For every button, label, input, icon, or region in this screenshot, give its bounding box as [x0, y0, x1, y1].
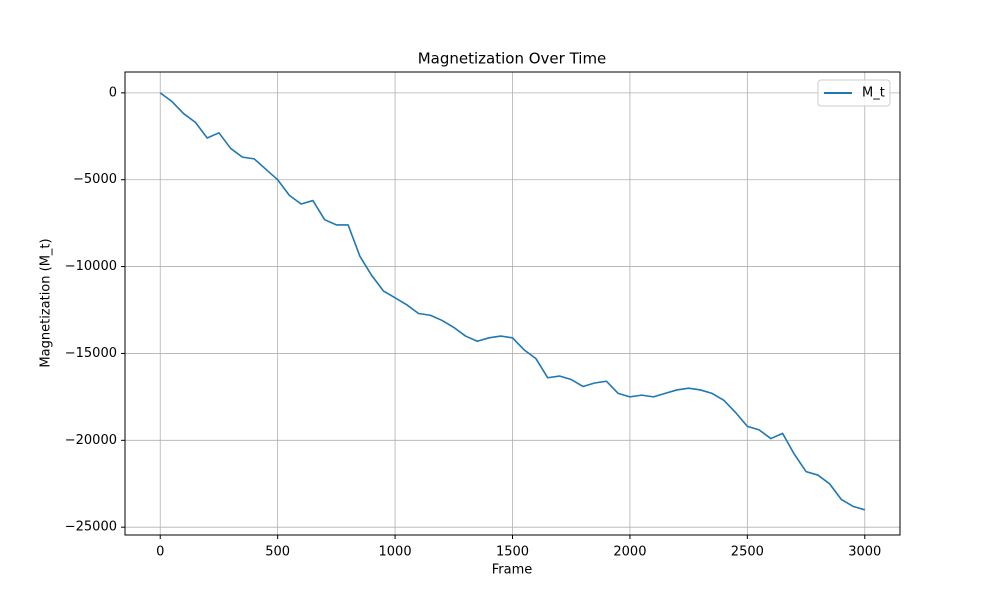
x-tick-label: 0 — [156, 545, 164, 560]
plot-area: 0 500 1000 1500 2000 2500 3000 0 −5000 −10000 −150… — [65, 72, 900, 560]
axes-frame — [124, 71, 901, 536]
legend-label: M_t — [862, 86, 885, 101]
x-tick-label: 500 — [265, 545, 290, 560]
y-tick-label: −25000 — [65, 520, 117, 535]
chart-title: Magnetization Over Time — [418, 50, 607, 68]
x-tick-label: 2500 — [731, 545, 764, 560]
y-tick-label: −5000 — [73, 172, 117, 187]
legend-box — [817, 79, 891, 107]
x-tick-label: 3000 — [848, 545, 881, 560]
y-tick-label: −20000 — [65, 433, 117, 448]
y-tick-label: 0 — [109, 85, 117, 100]
x-tick-label: 2000 — [613, 545, 646, 560]
y-tick-label: −10000 — [65, 259, 117, 274]
x-tick-label: 1000 — [379, 545, 412, 560]
data-line — [159, 92, 865, 511]
y-tick-label: −15000 — [65, 346, 117, 361]
x-tick-label: 1500 — [496, 545, 529, 560]
y-axis-label: Magnetization (M_t) — [39, 238, 54, 367]
x-axis-label: Frame — [492, 563, 533, 578]
